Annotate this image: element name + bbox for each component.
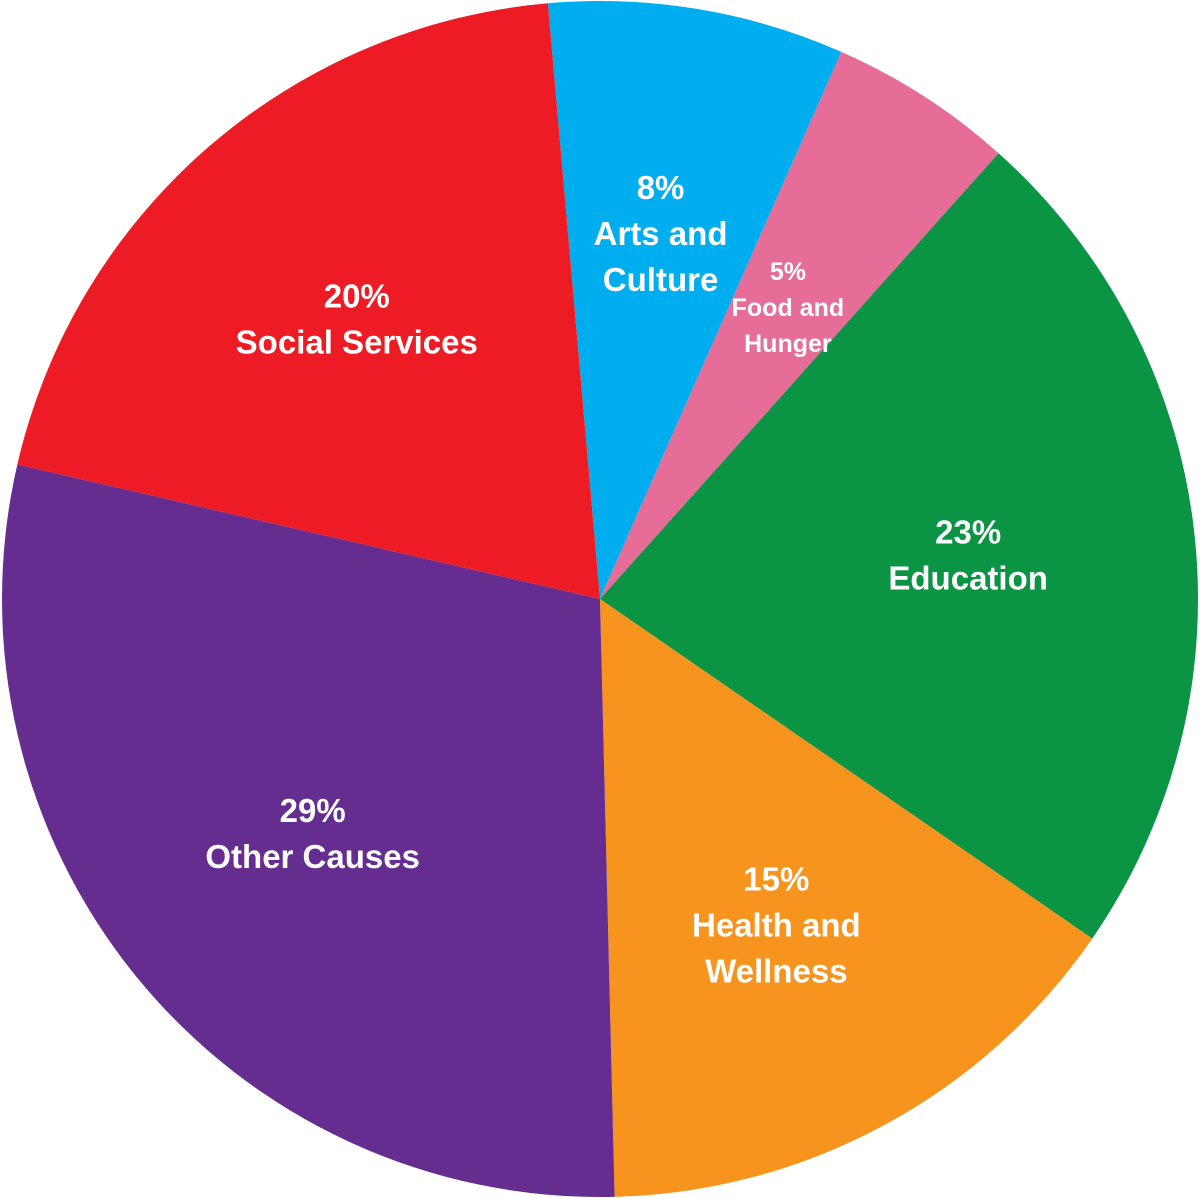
pie-slice-social-services bbox=[17, 3, 600, 599]
slice-category-label-other-causes-line-1: Other Causes bbox=[205, 838, 420, 875]
slice-category-label-food-and-hunger-line-2: Hunger bbox=[744, 330, 832, 358]
pie-slice-other-causes bbox=[1, 464, 615, 1198]
pie-slice-arts-and-culture bbox=[547, 1, 842, 600]
slice-category-label-education-line-1: Education bbox=[888, 560, 1048, 597]
slice-category-label-health-and-wellness-line-1: Health and bbox=[692, 907, 861, 944]
slice-category-label-health-and-wellness-line-2: Wellness bbox=[705, 953, 847, 990]
pie-slice-food-and-hunger bbox=[600, 51, 999, 599]
slice-category-label-food-and-hunger-line-1: Food and bbox=[732, 294, 844, 322]
slice-value-label-social-services: 20% bbox=[324, 278, 390, 315]
slice-value-label-other-causes: 29% bbox=[280, 792, 346, 829]
slice-category-label-arts-and-culture-line-1: Arts and bbox=[594, 215, 728, 252]
slice-value-label-arts-and-culture: 8% bbox=[637, 169, 685, 206]
pie-slice-health-and-wellness bbox=[600, 599, 1093, 1197]
slice-category-label-arts-and-culture-line-2: Culture bbox=[603, 261, 719, 298]
slice-value-label-health-and-wellness: 15% bbox=[743, 861, 809, 898]
pie-slice-education bbox=[600, 153, 1198, 939]
slice-value-label-education: 23% bbox=[935, 514, 1001, 551]
pie-labels: 8% Arts and Culture 5% Food and Hunger 23% Educ… bbox=[205, 169, 1048, 990]
slice-category-label-social-services-line-1: Social Services bbox=[236, 324, 478, 361]
slice-value-label-food-and-hunger: 5% bbox=[770, 258, 806, 286]
